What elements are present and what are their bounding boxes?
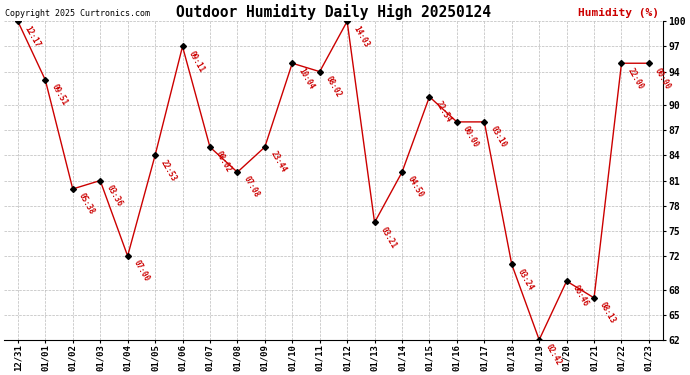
Text: 06:46: 06:46 bbox=[571, 284, 590, 308]
Text: 07:00: 07:00 bbox=[132, 259, 151, 283]
Text: 12:17: 12:17 bbox=[22, 24, 41, 49]
Text: 00:00: 00:00 bbox=[461, 124, 480, 149]
Text: Humidity (%): Humidity (%) bbox=[578, 8, 660, 18]
Text: 22:00: 22:00 bbox=[626, 66, 645, 90]
Text: 14:03: 14:03 bbox=[351, 24, 371, 49]
Text: 22:54: 22:54 bbox=[433, 99, 453, 124]
Text: 09:51: 09:51 bbox=[50, 83, 69, 107]
Text: 03:24: 03:24 bbox=[516, 267, 535, 292]
Text: 07:08: 07:08 bbox=[241, 175, 261, 200]
Text: 02:42: 02:42 bbox=[543, 343, 563, 367]
Text: Copyright 2025 Curtronics.com: Copyright 2025 Curtronics.com bbox=[6, 9, 150, 18]
Text: 08:02: 08:02 bbox=[214, 150, 233, 174]
Text: 05:38: 05:38 bbox=[77, 192, 97, 216]
Text: 03:10: 03:10 bbox=[489, 124, 508, 149]
Text: 08:02: 08:02 bbox=[324, 74, 343, 99]
Text: 03:21: 03:21 bbox=[379, 225, 398, 250]
Title: Outdoor Humidity Daily High 20250124: Outdoor Humidity Daily High 20250124 bbox=[176, 4, 491, 20]
Text: 04:50: 04:50 bbox=[406, 175, 426, 200]
Text: 23:44: 23:44 bbox=[269, 150, 288, 174]
Text: 03:36: 03:36 bbox=[104, 183, 124, 208]
Text: 00:00: 00:00 bbox=[653, 66, 673, 90]
Text: 08:13: 08:13 bbox=[598, 301, 618, 325]
Text: 09:11: 09:11 bbox=[187, 49, 206, 74]
Text: 10:04: 10:04 bbox=[297, 66, 316, 90]
Text: 22:53: 22:53 bbox=[159, 158, 179, 183]
